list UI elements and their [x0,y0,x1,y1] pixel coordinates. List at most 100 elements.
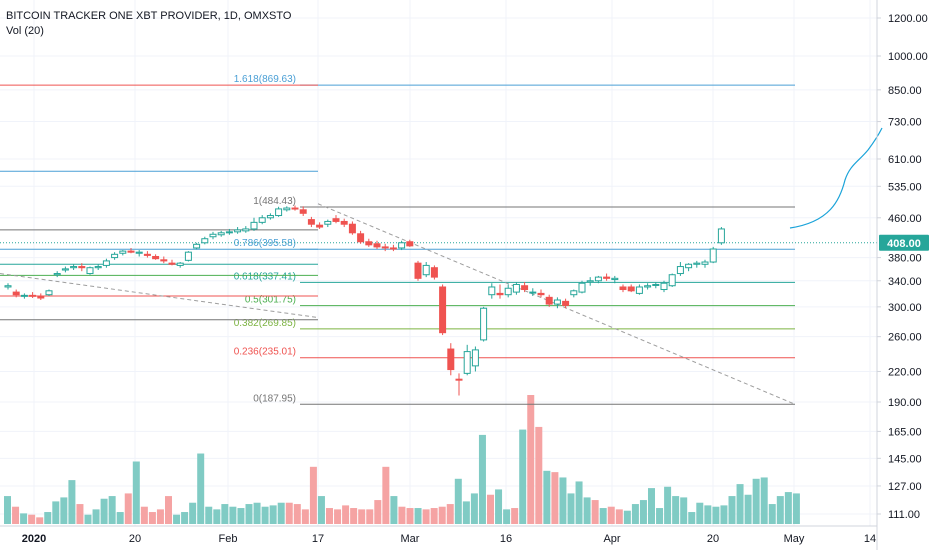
volume-bar [607,506,615,524]
candle-body [439,286,447,334]
candle-body [340,220,348,225]
x-tick-label: 20 [129,533,141,545]
fib-label: 0(187.95) [253,393,296,404]
volume-bar [680,497,688,524]
candle-body [521,285,529,291]
volume-bar [414,508,422,524]
candle-body [225,231,233,234]
volume-bar [728,496,736,524]
volume-bar [342,505,350,524]
volume-bar [792,493,800,524]
candle-body [570,290,578,296]
x-tick-label: Mar [401,533,420,545]
volume-bar [551,472,559,524]
volume-bar [76,504,84,524]
volume-bar [205,506,213,524]
candle-body [168,262,176,265]
candle-body [504,287,512,296]
candle-body [537,292,545,296]
candle-body [619,286,627,291]
candle-body [316,224,324,228]
candle-body [693,262,701,265]
volume-bar [527,395,535,524]
volume-bar [438,506,446,524]
candle-body [86,267,94,275]
volume-bar [140,506,148,524]
volume-bar [350,508,358,524]
candle-body [250,221,258,230]
volume-bar [519,429,527,524]
volume-bar [664,486,672,524]
candle-body [143,253,151,256]
volume-bar [454,478,462,524]
candle-body [406,241,414,247]
volume-bar [197,453,205,524]
volume-bar [92,509,100,524]
x-tick-label: 14 [864,533,876,545]
candle-body [471,349,479,367]
volume-bar [253,502,261,524]
candle-body [78,266,86,269]
volume-bar [672,496,680,524]
candle-body [102,260,110,266]
volume-bar [189,502,197,524]
candle-body [193,243,201,249]
candle-body [111,253,119,259]
volume-bar [36,517,44,524]
y-tick-label: 165.00 [888,426,922,438]
volume-bars [4,395,800,524]
volume-bar [535,426,543,524]
candle-body [496,292,504,296]
volume-bar [430,508,438,524]
volume-bar [583,497,591,524]
volume-bar [301,509,309,524]
volume-bar [358,509,366,524]
volume-bar [559,477,567,524]
candle-body [283,207,291,211]
volume-bar [446,504,454,524]
y-tick-label: 300.00 [888,302,922,314]
candle-body [258,217,266,223]
volume-bar [382,466,390,524]
y-tick-label: 127.00 [888,481,922,493]
volume-bar [334,509,342,524]
candle-body [603,276,611,279]
candle-body [70,266,78,269]
volume-bar [237,508,245,524]
candle-body [201,238,209,244]
volume-bar [623,510,631,524]
volume-bar [752,478,760,524]
volume-bar [511,508,519,524]
candle-body [119,250,127,254]
candle-body [562,300,570,306]
trend-drawings [0,127,883,405]
candle-body [611,277,619,281]
volume-bar [326,508,333,524]
volume-bar [285,502,293,524]
volume-bar [567,493,575,524]
volume-bar [776,496,784,524]
volume-bar [712,506,720,524]
price-badge-bg [879,234,929,251]
candle-body [668,274,676,287]
volume-bar [648,488,655,524]
fib-label: 1.618(869.63) [234,74,296,85]
candle-body [455,378,463,381]
volume-indicator-label[interactable]: Vol (20) [6,25,44,37]
candle-body [209,233,217,238]
candle-body [184,251,192,261]
y-tick-label: 220.00 [888,366,922,378]
candle-body [61,268,69,271]
candle-body [414,262,422,279]
volume-bar [124,493,132,524]
volume-bar [495,489,503,524]
y-tick-label: 730.00 [888,117,922,129]
volume-bar [639,500,647,524]
candle-body [357,233,365,243]
volume-bar [744,494,752,524]
volume-bar [366,509,374,524]
candle-body [217,232,225,236]
candle-body [275,208,283,217]
volume-bar [12,506,20,524]
